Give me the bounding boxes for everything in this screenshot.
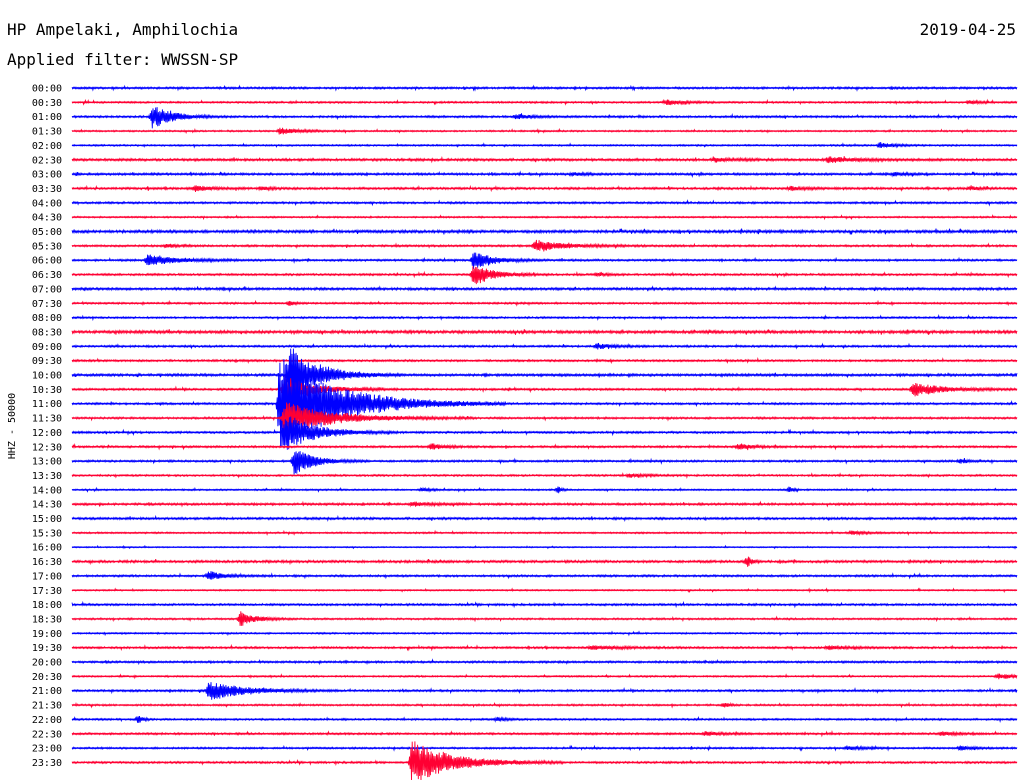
time-label: 06:00 <box>32 256 62 267</box>
filter-label: Applied filter: WWSSN-SP <box>7 50 239 69</box>
time-label: 13:00 <box>32 457 62 468</box>
time-label: 17:00 <box>32 571 62 582</box>
time-label: 07:30 <box>32 299 62 310</box>
time-label: 18:30 <box>32 614 62 625</box>
time-label: 08:00 <box>32 313 62 324</box>
record-date: 2019-04-25 <box>919 20 1016 39</box>
time-label: 12:30 <box>32 442 62 453</box>
time-label: 19:30 <box>32 643 62 654</box>
time-label: 05:00 <box>32 227 62 238</box>
time-label: 00:00 <box>32 84 62 95</box>
time-label: 22:30 <box>32 729 62 740</box>
time-label: 15:00 <box>32 514 62 525</box>
seismogram-trace-0630 <box>71 266 1018 285</box>
time-label: 23:00 <box>32 744 62 755</box>
time-label: 21:30 <box>32 701 62 712</box>
time-label: 01:30 <box>32 127 62 138</box>
time-label: 03:30 <box>32 184 62 195</box>
time-label: 11:00 <box>32 399 62 410</box>
time-label: 15:30 <box>32 528 62 539</box>
channel-axis-label: HHZ - 50000 <box>7 393 18 459</box>
time-label: 22:00 <box>32 715 62 726</box>
time-label: 23:30 <box>32 758 62 769</box>
time-label: 14:00 <box>32 485 62 496</box>
seismogram-trace-1000 <box>71 348 1018 399</box>
time-label: 16:30 <box>32 557 62 568</box>
time-label: 12:00 <box>32 428 62 439</box>
seismogram-trace-1100 <box>71 358 1018 447</box>
time-label: 11:30 <box>32 414 62 425</box>
time-label: 01:00 <box>32 112 62 123</box>
time-label: 07:00 <box>32 284 62 295</box>
seismogram-trace-1300 <box>71 451 1018 475</box>
time-label: 18:00 <box>32 600 62 611</box>
time-label: 10:00 <box>32 371 62 382</box>
time-label: 14:30 <box>32 500 62 511</box>
time-label: 10:30 <box>32 385 62 396</box>
time-label: 20:30 <box>32 672 62 683</box>
time-label: 09:00 <box>32 342 62 353</box>
time-label: 00:30 <box>32 98 62 109</box>
time-label: 21:00 <box>32 686 62 697</box>
time-label: 02:00 <box>32 141 62 152</box>
time-label: 09:30 <box>32 356 62 367</box>
time-label: 16:00 <box>32 543 62 554</box>
time-label: 04:30 <box>32 213 62 224</box>
time-label: 19:00 <box>32 629 62 640</box>
station-title: HP Ampelaki, Amphilochia <box>7 20 239 39</box>
seismogram-trace-0100 <box>71 107 1018 129</box>
time-label: 13:30 <box>32 471 62 482</box>
time-label: 20:00 <box>32 658 62 669</box>
time-label: 08:30 <box>32 327 62 338</box>
time-label: 17:30 <box>32 586 62 597</box>
seismogram-trace-1200 <box>71 416 1018 450</box>
seismogram-traces <box>71 84 1018 780</box>
time-label: 02:30 <box>32 155 62 166</box>
time-label: 06:30 <box>32 270 62 281</box>
time-label: 03:00 <box>32 170 62 181</box>
time-label: 04:00 <box>32 198 62 209</box>
time-tick-labels: 00:00 00:30 01:00 01:30 02:00 02:30 03:00 03:30… <box>32 84 62 769</box>
time-label: 05:30 <box>32 241 62 252</box>
